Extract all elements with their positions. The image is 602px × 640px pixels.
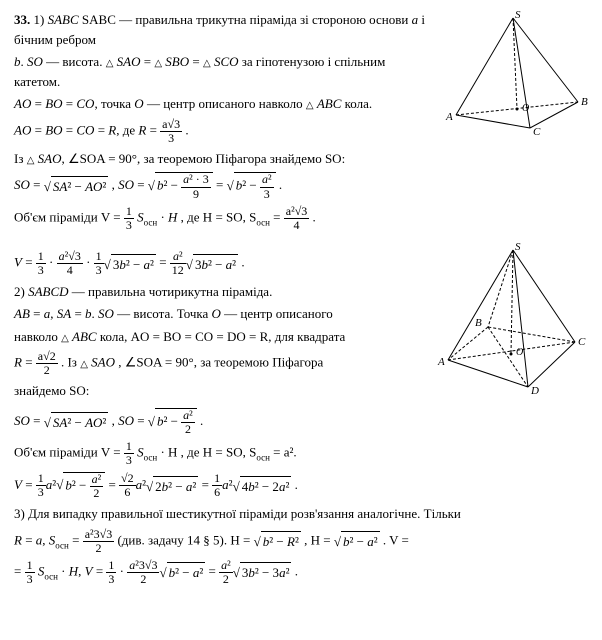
part2-label: 2) [14, 284, 25, 299]
svg-text:B: B [475, 317, 482, 329]
svg-text:A: A [445, 111, 453, 123]
frac-num: a√3 [160, 118, 182, 132]
sub: осн [256, 217, 270, 227]
sub: осн [256, 453, 270, 463]
svg-text:A: A [437, 356, 445, 368]
part3-label: 3) [14, 506, 25, 521]
part3-line3: = 13 Sосн · H, V = 13 · a²3√32b² − a² = … [14, 559, 588, 586]
text: SABC — правильна трикутна піраміда зі ст… [82, 12, 412, 27]
svg-text:C: C [533, 126, 541, 138]
text: . Із [58, 355, 80, 370]
figure-pyramid: S A B C D O [433, 242, 588, 403]
part2-vol: Об'єм піраміди V = 13 Sосн · H , де H = … [14, 440, 588, 467]
svg-text:S: S [515, 242, 521, 253]
text: · H , де H = SO, S [157, 445, 256, 460]
svg-text:S: S [515, 10, 521, 21]
frac-den: 4 [284, 219, 310, 232]
text: за гіпотенузою і спільним катетом. [14, 54, 385, 89]
text: , ∠SOA = 90°, за теоремою Піфагора знайд… [62, 151, 346, 166]
text: кола. [341, 96, 372, 111]
text: (див. задачу 14 § 5). H = [114, 532, 253, 547]
frac-num: a√2 [36, 350, 58, 364]
text: = [270, 209, 284, 224]
sub: осн [144, 217, 158, 227]
part3-line1: 3) Для випадку правильної шестикутної пі… [14, 504, 588, 524]
sub: осн [55, 540, 69, 550]
part2-v-result: V = 13a²b² − a²2 = √26a²2b² − a² = 16a²4… [14, 472, 588, 500]
frac-den: 3 [160, 132, 182, 145]
svg-text:O: O [522, 103, 529, 114]
text: , ∠SOA = 90°, за теоремою Піфагора [115, 355, 323, 370]
part1-label: 1) [34, 12, 45, 27]
line-vol1: Об'єм піраміди V = 13 Sосн · H , де H = … [14, 205, 588, 232]
svg-text:D: D [530, 385, 539, 397]
frac-num: a²√3 [284, 205, 310, 219]
sub: осн [144, 453, 158, 463]
text: знайдемо SO: [14, 383, 89, 398]
text: Об'єм піраміди V = [14, 445, 124, 460]
text: Із [14, 151, 27, 166]
text: навколо [14, 329, 61, 344]
line-so: SO = SA² − AO² , SO = b² − a² · 39 = b² … [14, 172, 588, 200]
sub: осн [44, 571, 58, 581]
svg-text:C: C [578, 336, 586, 348]
frac-num: a²3√3 [83, 528, 115, 542]
line-5: Із SAO, ∠SOA = 90°, за теоремою Піфагора… [14, 149, 588, 169]
part3-line2: R = a, Sосн = a²3√32 (див. задачу 14 § 5… [14, 528, 588, 555]
text: Об'єм піраміди V = [14, 209, 124, 224]
frac-den: 2 [83, 542, 115, 555]
problem-number: 33. [14, 12, 30, 27]
text: кола, AO = BO = CO = DO = R, для квадрат… [97, 329, 346, 344]
svg-text:B: B [581, 96, 588, 108]
text: Для випадку правильної шестикутної пірам… [28, 506, 461, 521]
svg-text:O: O [516, 347, 523, 358]
text: , H = [301, 532, 334, 547]
frac-den: 2 [36, 364, 58, 377]
text: . V = [380, 532, 409, 547]
text: , де H = SO, S [181, 209, 257, 224]
figure-tetrahedron: S A B C O [438, 10, 588, 146]
text: = a². [270, 445, 297, 460]
part2-so: SO = SA² − AO² , SO = b² − a²2 . [14, 408, 588, 436]
